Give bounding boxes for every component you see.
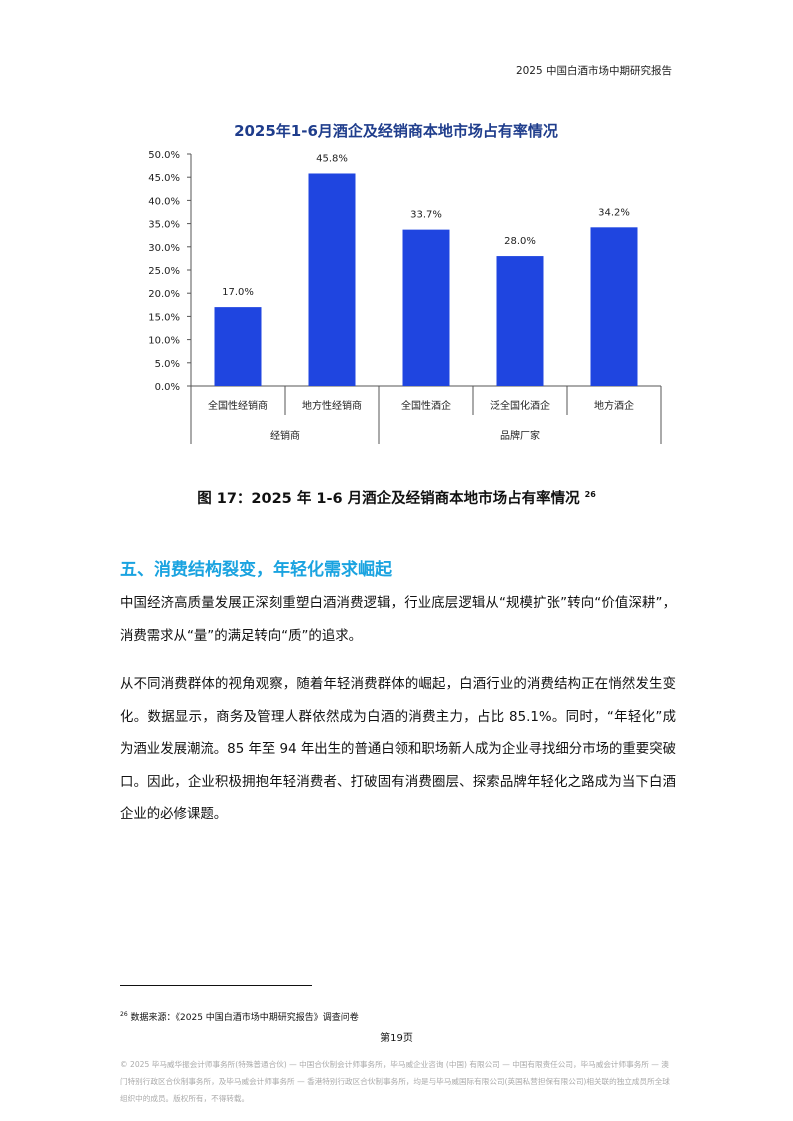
copyright-notice: © 2025 毕马威华振会计师事务所(特殊普通合伙) — 中国合伙制会计师事务所… xyxy=(120,1060,670,1103)
x-tick-label: 全国性经销商 xyxy=(208,399,268,412)
x-tick-label: 地方酒企 xyxy=(594,399,634,412)
footnote-divider xyxy=(120,985,312,986)
y-tick-label: 10.0% xyxy=(148,336,180,347)
y-tick-label: 20.0% xyxy=(148,289,180,300)
y-tick-label: 5.0% xyxy=(155,359,180,370)
group-label: 经销商 xyxy=(270,429,300,442)
y-tick-label: 50.0% xyxy=(148,150,180,161)
bar xyxy=(214,307,262,386)
y-tick-label: 45.0% xyxy=(148,173,180,184)
data-label: 33.7% xyxy=(410,210,442,221)
x-tick-label: 泛全国化酒企 xyxy=(490,399,550,412)
footnote-ref: 26 xyxy=(120,1011,128,1018)
bar xyxy=(590,227,638,386)
x-tick-label: 全国性酒企 xyxy=(401,399,451,412)
y-tick-label: 35.0% xyxy=(148,220,180,231)
data-label: 28.0% xyxy=(504,236,536,247)
y-tick-label: 40.0% xyxy=(148,196,180,207)
group-label: 品牌厂家 xyxy=(500,429,540,442)
caption-text: 图 17：2025 年 1-6 月酒企及经销商本地市场占有率情况 xyxy=(197,491,580,507)
data-label: 17.0% xyxy=(222,287,254,298)
footnote-text: 数据来源：《2025 中国白酒市场中期研究报告》调查问卷 xyxy=(130,1013,359,1023)
y-tick-label: 15.0% xyxy=(148,312,180,323)
footnote: 26 数据来源：《2025 中国白酒市场中期研究报告》调查问卷 xyxy=(120,1010,359,1023)
data-label: 45.8% xyxy=(316,153,348,164)
bar xyxy=(402,229,450,386)
bar xyxy=(496,256,544,386)
chart-title: 2025年1-6月酒企及经销商本地市场占有率情况 xyxy=(234,122,558,140)
caption-footnote-ref[interactable]: 26 xyxy=(584,490,596,500)
section-heading: 五、消费结构裂变，年轻化需求崛起 xyxy=(120,560,392,580)
page-header: 2025 中国白酒市场中期研究报告 xyxy=(515,65,672,77)
y-tick-label: 0.0% xyxy=(155,382,180,393)
paragraph: 从不同消费群体的视角观察，随着年轻消费群体的崛起，白酒行业的消费结构正在悄然发生… xyxy=(120,677,676,822)
page-number: 第19页 xyxy=(380,1033,413,1044)
x-tick-label: 地方性经销商 xyxy=(302,399,362,412)
y-tick-label: 30.0% xyxy=(148,243,180,254)
figure-caption: 图 17：2025 年 1-6 月酒企及经销商本地市场占有率情况 26 xyxy=(0,487,793,508)
data-label: 34.2% xyxy=(598,207,630,218)
paragraph: 中国经济高质量发展正深刻重塑白酒消费逻辑，行业底层逻辑从“规模扩张”转向“价值深… xyxy=(120,596,676,644)
y-tick-label: 25.0% xyxy=(148,266,180,277)
bar xyxy=(308,173,356,386)
bar-chart: 2025年1-6月酒企及经销商本地市场占有率情况 0.0% 5.0% 10.0% 15… xyxy=(148,122,662,444)
